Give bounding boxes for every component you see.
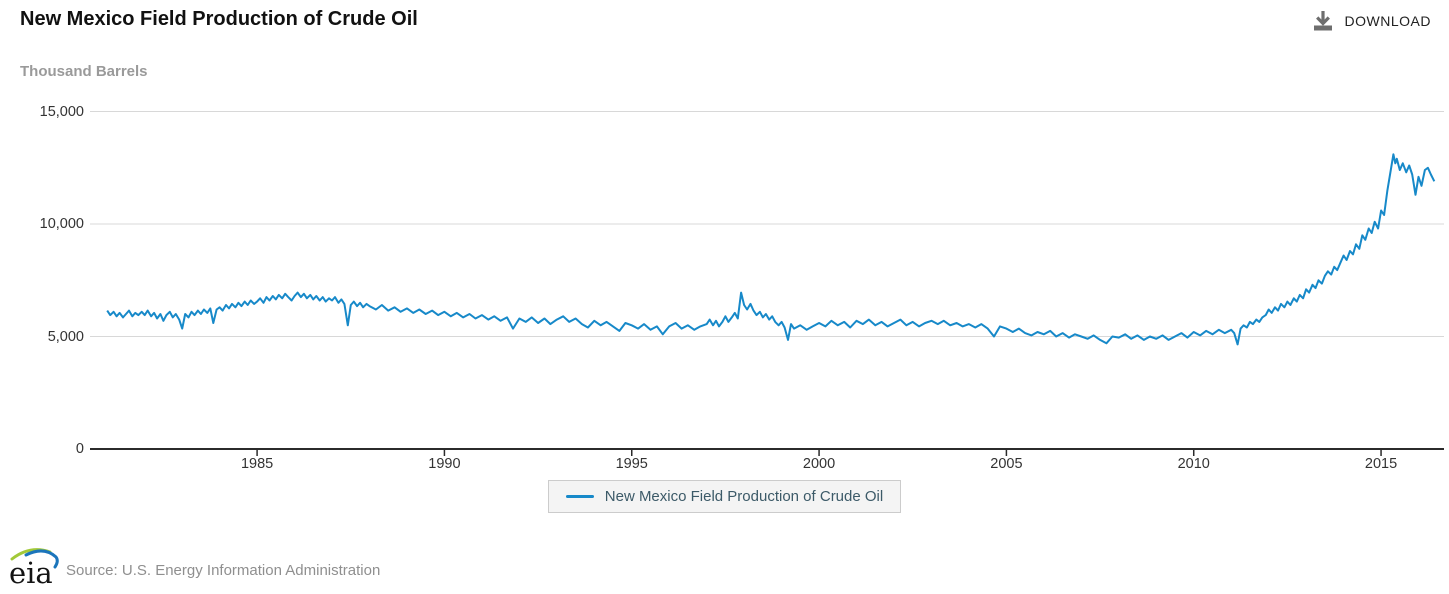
legend-line-swatch — [565, 495, 594, 498]
y-tick-label: 0 — [75, 441, 84, 457]
series-line[interactable] — [106, 153, 1436, 346]
x-tick-label: 2010 — [1177, 456, 1210, 472]
legend-item[interactable]: New Mexico Field Production of Crude Oil — [547, 480, 902, 513]
y-axis-unit-label: Thousand Barrels — [20, 63, 148, 80]
y-tick-label: 15,000 — [39, 103, 84, 120]
x-tick-label: 2015 — [1364, 456, 1398, 472]
download-button[interactable]: DOWNLOAD — [1312, 10, 1431, 32]
y-tick-label: 10,000 — [39, 216, 84, 232]
source-text: Source: U.S. Energy Information Administ… — [66, 562, 381, 579]
x-tick-label: 2005 — [990, 456, 1023, 472]
x-tick-label: 1985 — [240, 456, 274, 472]
eia-logo[interactable]: eia — [8, 544, 64, 588]
y-tick-label: 5,000 — [47, 328, 84, 345]
legend-label: New Mexico Field Production of Crude Oil — [604, 488, 884, 505]
eia-logo-text: eia — [9, 556, 53, 588]
page-title: New Mexico Field Production of Crude Oil — [20, 8, 418, 30]
x-tick-label: 1995 — [615, 456, 648, 472]
x-tick-label: 2000 — [802, 456, 836, 472]
x-tick-label: 1990 — [428, 456, 461, 472]
download-label: DOWNLOAD — [1344, 13, 1431, 29]
legend: New Mexico Field Production of Crude Oil — [0, 480, 1449, 513]
download-icon — [1313, 11, 1332, 31]
